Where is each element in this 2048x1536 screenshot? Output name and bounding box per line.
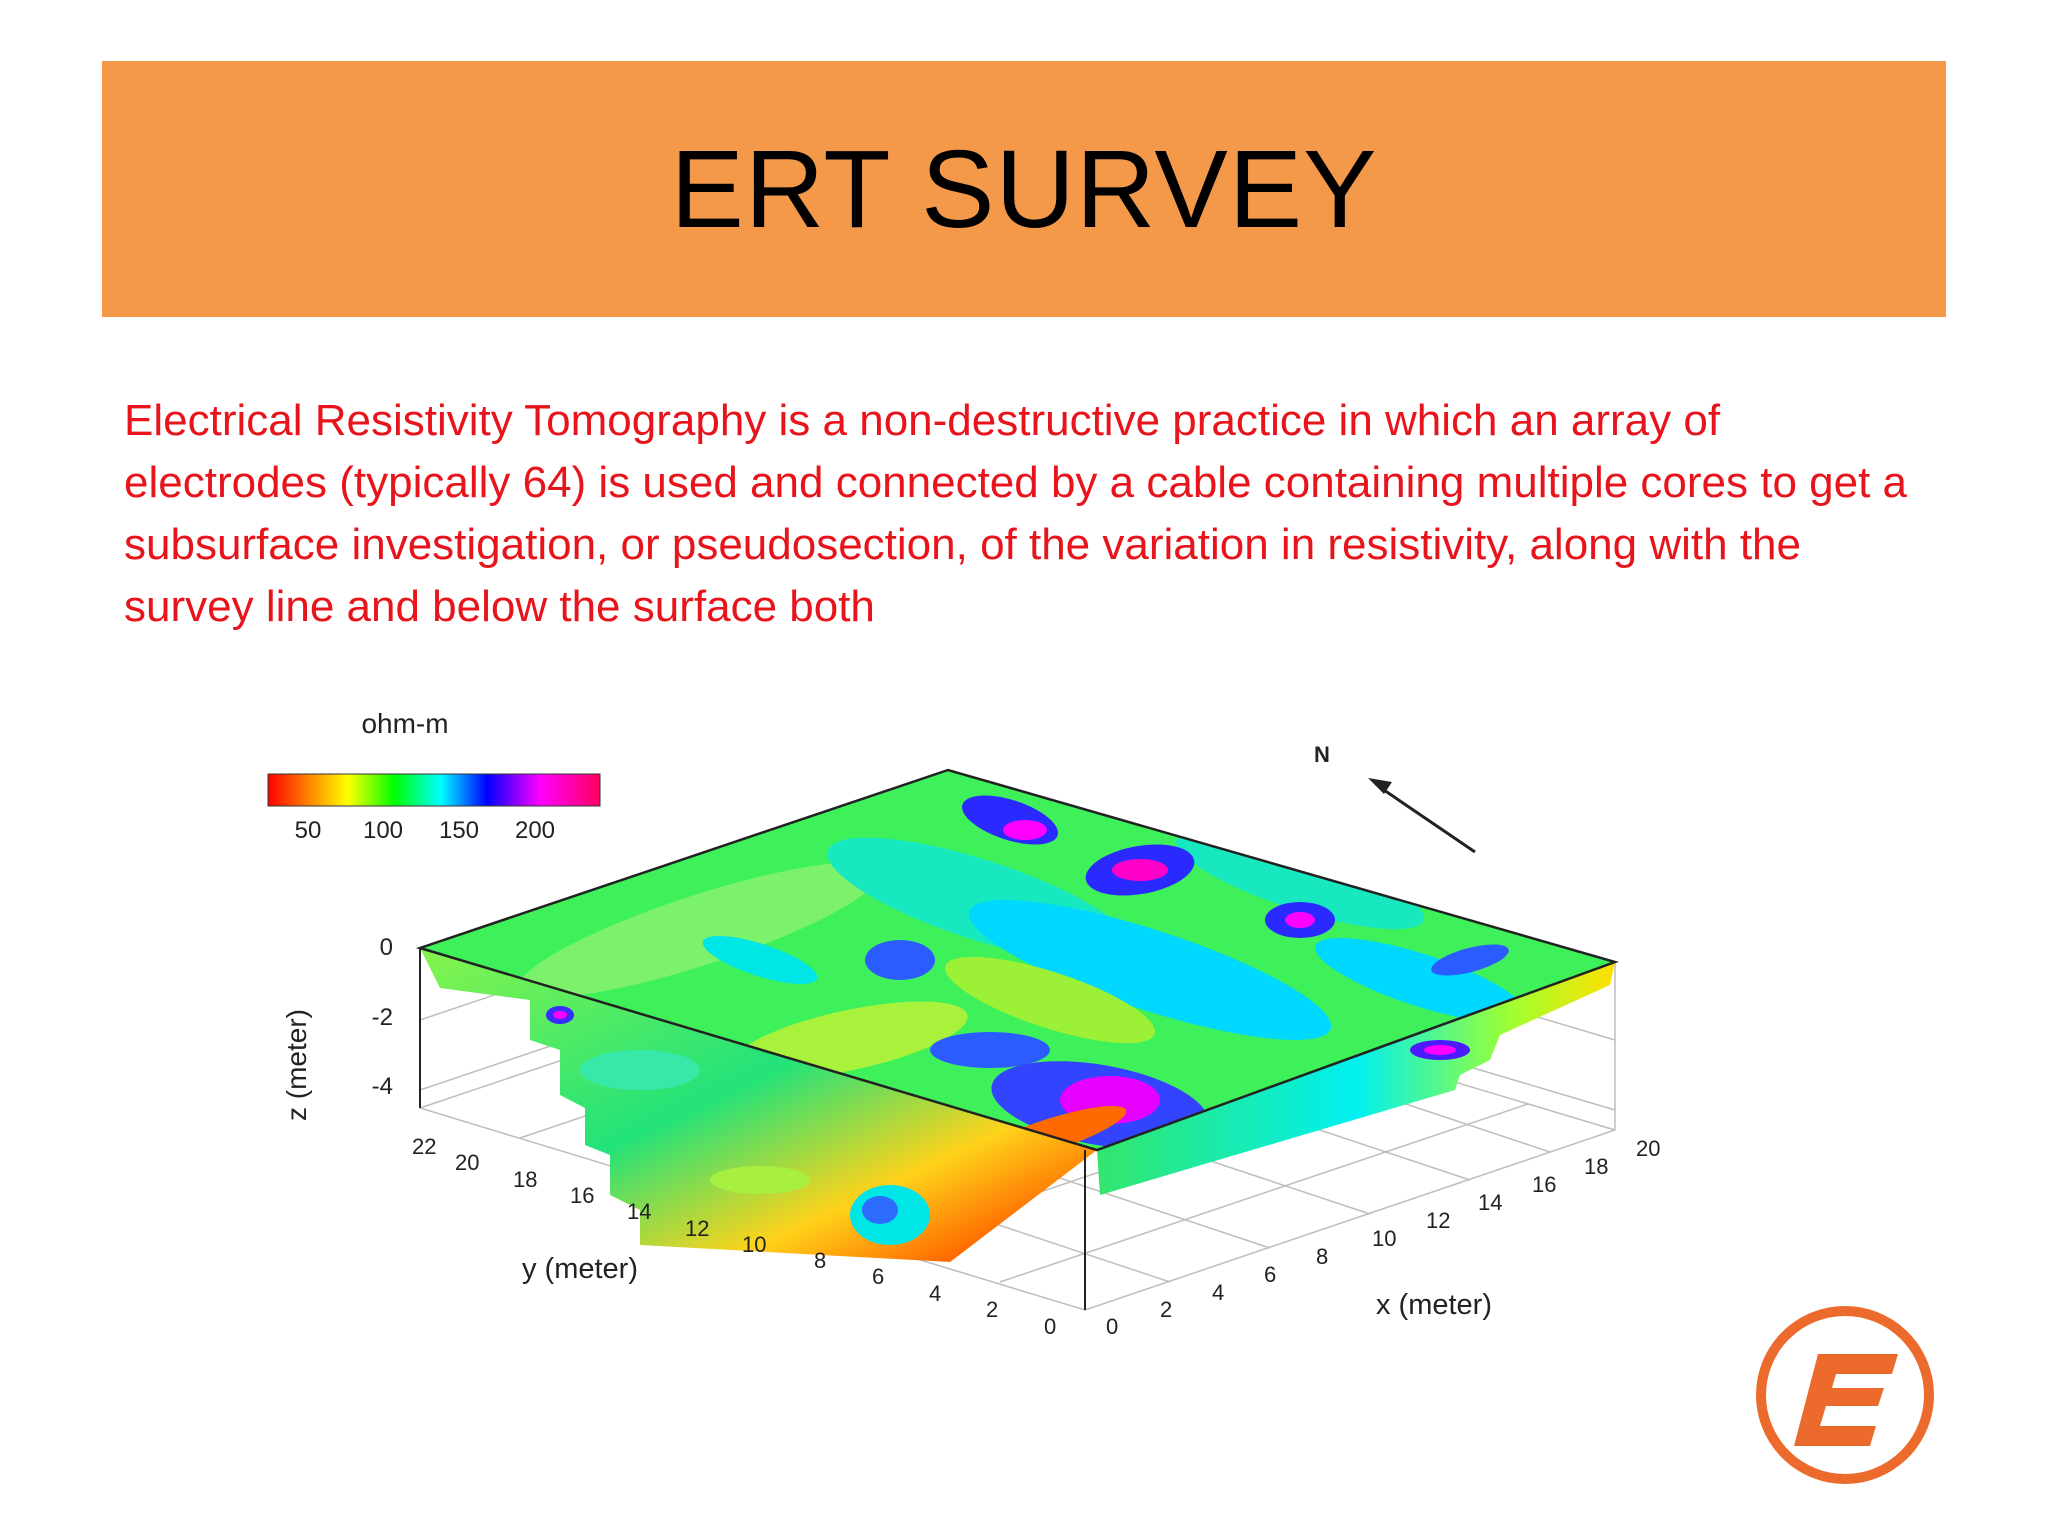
z-tick-label: -4: [372, 1073, 393, 1100]
y-tick-label: 6: [872, 1264, 884, 1289]
colorbar-unit-label: ohm-m: [361, 708, 448, 739]
y-tick-label: 20: [455, 1150, 479, 1175]
north-arrow: N: [1314, 742, 1476, 854]
y-tick-label: 18: [513, 1167, 537, 1192]
y-tick-label: 2: [986, 1297, 998, 1322]
colorbar-gradient: [267, 773, 601, 807]
y-tick-label: 10: [742, 1232, 766, 1257]
volume-right-face: [1097, 962, 1615, 1195]
slide-body-text: Electrical Resistivity Tomography is a n…: [124, 396, 1908, 631]
colorbar: ohm-m 50 100 150 200: [267, 708, 601, 844]
title-banner: ERT SURVEY: [102, 61, 1946, 317]
north-label: N: [1314, 742, 1330, 767]
colorbar-tick-label: 150: [439, 817, 479, 844]
x-tick-label: 12: [1426, 1208, 1450, 1233]
y-axis: 22 20 18 16 14 12 10 8 6 4 2 0 y (meter): [412, 1134, 1056, 1339]
colorbar-tick-label: 100: [363, 817, 403, 844]
north-arrowhead-icon: [1368, 778, 1392, 794]
y-tick-label: 4: [929, 1281, 941, 1306]
z-tick-label: -2: [372, 1004, 393, 1031]
company-logo-icon: [1756, 1306, 1934, 1484]
x-tick-label: 0: [1106, 1314, 1118, 1339]
colorbar-tick-label: 200: [515, 817, 555, 844]
z-axis: 0 -2 -4 z (meter): [281, 934, 393, 1121]
x-tick-label: 14: [1478, 1190, 1502, 1215]
volume-top-surface: [420, 770, 1615, 1150]
top-surface-outline: [415, 768, 1620, 1152]
x-axis-label: x (meter): [1376, 1289, 1492, 1321]
grid-line: [999, 1103, 1529, 1283]
x-axis: 0 2 4 6 8 10 12 14 16 18 20 x (meter): [1106, 1136, 1660, 1339]
x-tick-label: 16: [1532, 1172, 1556, 1197]
x-tick-label: 10: [1372, 1226, 1396, 1251]
z-tick-label: 0: [380, 934, 393, 961]
z-axis-label: z (meter): [281, 1009, 312, 1121]
x-tick-label: 8: [1316, 1244, 1328, 1269]
y-tick-label: 14: [627, 1199, 651, 1224]
x-tick-label: 2: [1160, 1297, 1172, 1322]
front-axes: [419, 948, 1086, 1310]
colorbar-tick-label: 50: [295, 817, 322, 844]
y-tick-label: 16: [570, 1183, 594, 1208]
anomaly-blob: [1424, 1045, 1456, 1055]
x-tick-label: 4: [1212, 1280, 1224, 1305]
x-tick-label: 6: [1264, 1262, 1276, 1287]
x-tick-label: 18: [1584, 1154, 1608, 1179]
y-tick-label: 0: [1044, 1314, 1056, 1339]
y-tick-label: 12: [685, 1216, 709, 1241]
y-tick-label: 22: [412, 1134, 436, 1159]
slide-title: ERT SURVEY: [670, 127, 1378, 251]
north-arrow-line: [1377, 784, 1476, 854]
y-tick-label: 8: [814, 1248, 826, 1273]
x-tick-label: 20: [1636, 1136, 1660, 1161]
y-axis-label: y (meter): [522, 1253, 638, 1285]
